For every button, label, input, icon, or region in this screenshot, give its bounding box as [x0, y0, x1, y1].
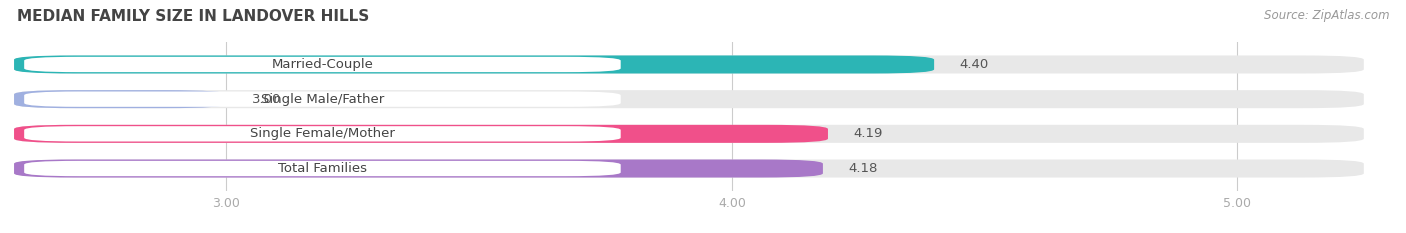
Text: 3.00: 3.00 — [252, 93, 281, 106]
FancyBboxPatch shape — [14, 160, 1364, 178]
Text: Total Families: Total Families — [278, 162, 367, 175]
Text: Source: ZipAtlas.com: Source: ZipAtlas.com — [1264, 9, 1389, 22]
FancyBboxPatch shape — [24, 92, 620, 107]
FancyBboxPatch shape — [24, 161, 620, 176]
FancyBboxPatch shape — [14, 90, 226, 108]
FancyBboxPatch shape — [14, 90, 1364, 108]
Text: Single Female/Mother: Single Female/Mother — [250, 127, 395, 140]
FancyBboxPatch shape — [14, 125, 828, 143]
Text: 4.18: 4.18 — [848, 162, 877, 175]
FancyBboxPatch shape — [14, 55, 1364, 73]
FancyBboxPatch shape — [14, 160, 823, 178]
FancyBboxPatch shape — [24, 57, 620, 72]
Text: MEDIAN FAMILY SIZE IN LANDOVER HILLS: MEDIAN FAMILY SIZE IN LANDOVER HILLS — [17, 9, 370, 24]
FancyBboxPatch shape — [14, 125, 1364, 143]
Text: 4.19: 4.19 — [853, 127, 883, 140]
FancyBboxPatch shape — [14, 55, 934, 73]
Text: Single Male/Father: Single Male/Father — [260, 93, 384, 106]
Text: Married-Couple: Married-Couple — [271, 58, 374, 71]
Text: 4.40: 4.40 — [959, 58, 988, 71]
FancyBboxPatch shape — [24, 126, 620, 141]
